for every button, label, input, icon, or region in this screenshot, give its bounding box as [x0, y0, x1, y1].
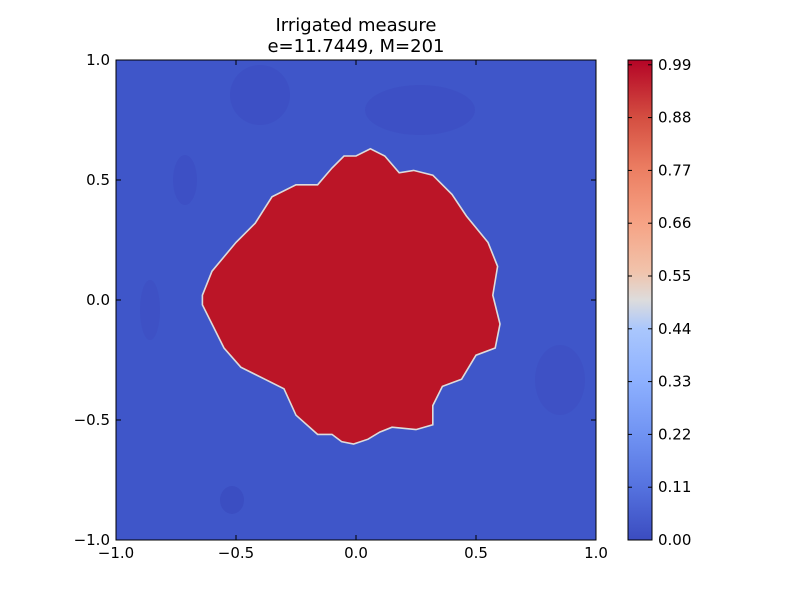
- y-tick-label: 0.0: [86, 291, 110, 309]
- irrigated-region: [201, 147, 501, 445]
- background-blotch: [140, 280, 160, 340]
- colorbar-tick-label: 0.88: [658, 109, 691, 127]
- x-tick-label: −0.5: [218, 544, 254, 562]
- heatmap-area: [116, 60, 596, 540]
- colorbar-tick-label: 0.99: [658, 56, 691, 74]
- colorbar-tick-label: 0.00: [658, 531, 691, 549]
- x-tick-label: 0.0: [344, 544, 368, 562]
- colorbar: [627, 59, 653, 541]
- colorbar-tick-label: 0.11: [658, 478, 691, 496]
- y-tick-label: −0.5: [74, 411, 110, 429]
- background-blotch: [173, 155, 197, 205]
- background-blotch: [220, 486, 244, 514]
- colorbar-tick-label: 0.55: [658, 267, 691, 285]
- x-tick-label: 0.5: [464, 544, 488, 562]
- colorbar-tick-label: 0.22: [658, 425, 691, 443]
- background-blotch: [535, 345, 585, 415]
- background-blotch: [230, 65, 290, 125]
- colorbar-tick-label: 0.44: [658, 320, 691, 338]
- chart-title: Irrigated measure: [275, 15, 436, 36]
- y-tick-label: −1.0: [74, 531, 110, 549]
- colorbar-tick-label: 0.77: [658, 161, 691, 179]
- y-tick-label: 1.0: [86, 51, 110, 69]
- x-tick-label: 1.0: [584, 544, 608, 562]
- x-tick-label: −1.0: [98, 544, 134, 562]
- colorbar-tick-label: 0.33: [658, 373, 691, 391]
- x-axis: −1.0 −0.5 0.0 0.5 1.0: [98, 60, 608, 562]
- y-tick-label: 0.5: [86, 171, 110, 189]
- colorbar-ticks: 0.99 0.88 0.77 0.66 0.55 0.44 0.33 0.22 0.11 0.00: [628, 56, 691, 549]
- colorbar-tick-label: 0.66: [658, 214, 691, 232]
- background-blotch: [365, 85, 475, 135]
- y-axis: 1.0 0.5 0.0 −0.5 −1.0: [74, 51, 596, 549]
- chart-subtitle: e=11.7449, M=201: [267, 36, 444, 57]
